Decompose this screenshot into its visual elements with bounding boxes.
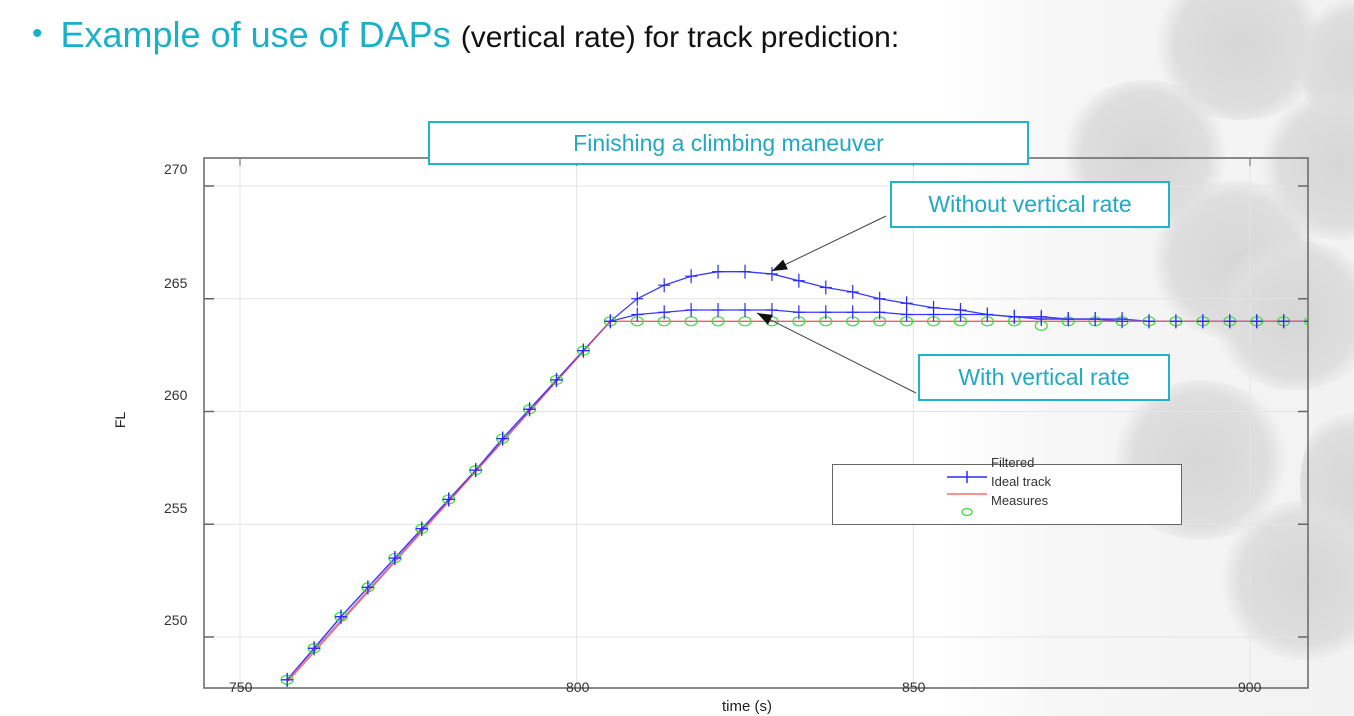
slide-headline: • Example of use of DAPs (vertical rate) …	[32, 14, 899, 56]
decorative-circle	[1220, 500, 1354, 660]
x-tick-800: 800	[566, 679, 590, 695]
headline-accent: Example of use of DAPs	[60, 14, 451, 55]
chart-legend	[832, 464, 1182, 525]
x-tick-850: 850	[902, 679, 926, 695]
without-vertical-rate-callout: Without vertical rate	[890, 181, 1170, 228]
legend-entry-ideal-track: Ideal track	[991, 474, 1051, 489]
legend-entry-filtered: Filtered	[991, 455, 1035, 470]
x-tick-900: 900	[1238, 679, 1262, 695]
headline-rest: (vertical rate) for track prediction:	[460, 21, 900, 54]
x-tick-750: 750	[229, 679, 253, 695]
with-vertical-rate-callout: With vertical rate	[918, 354, 1170, 401]
decorative-circle	[1210, 240, 1354, 390]
y-tick-270: 270	[164, 161, 188, 177]
y-tick-250: 250	[164, 612, 188, 628]
y-tick-255: 255	[164, 500, 188, 516]
y-tick-265: 265	[164, 275, 188, 291]
bullet-icon: •	[32, 17, 43, 50]
legend-entry-measures: Measures	[991, 493, 1049, 508]
y-axis-label: FL	[112, 411, 129, 429]
chart-title-callout: Finishing a climbing maneuver	[428, 121, 1029, 165]
y-tick-260: 260	[164, 387, 188, 403]
x-axis-label: time (s)	[722, 698, 772, 715]
